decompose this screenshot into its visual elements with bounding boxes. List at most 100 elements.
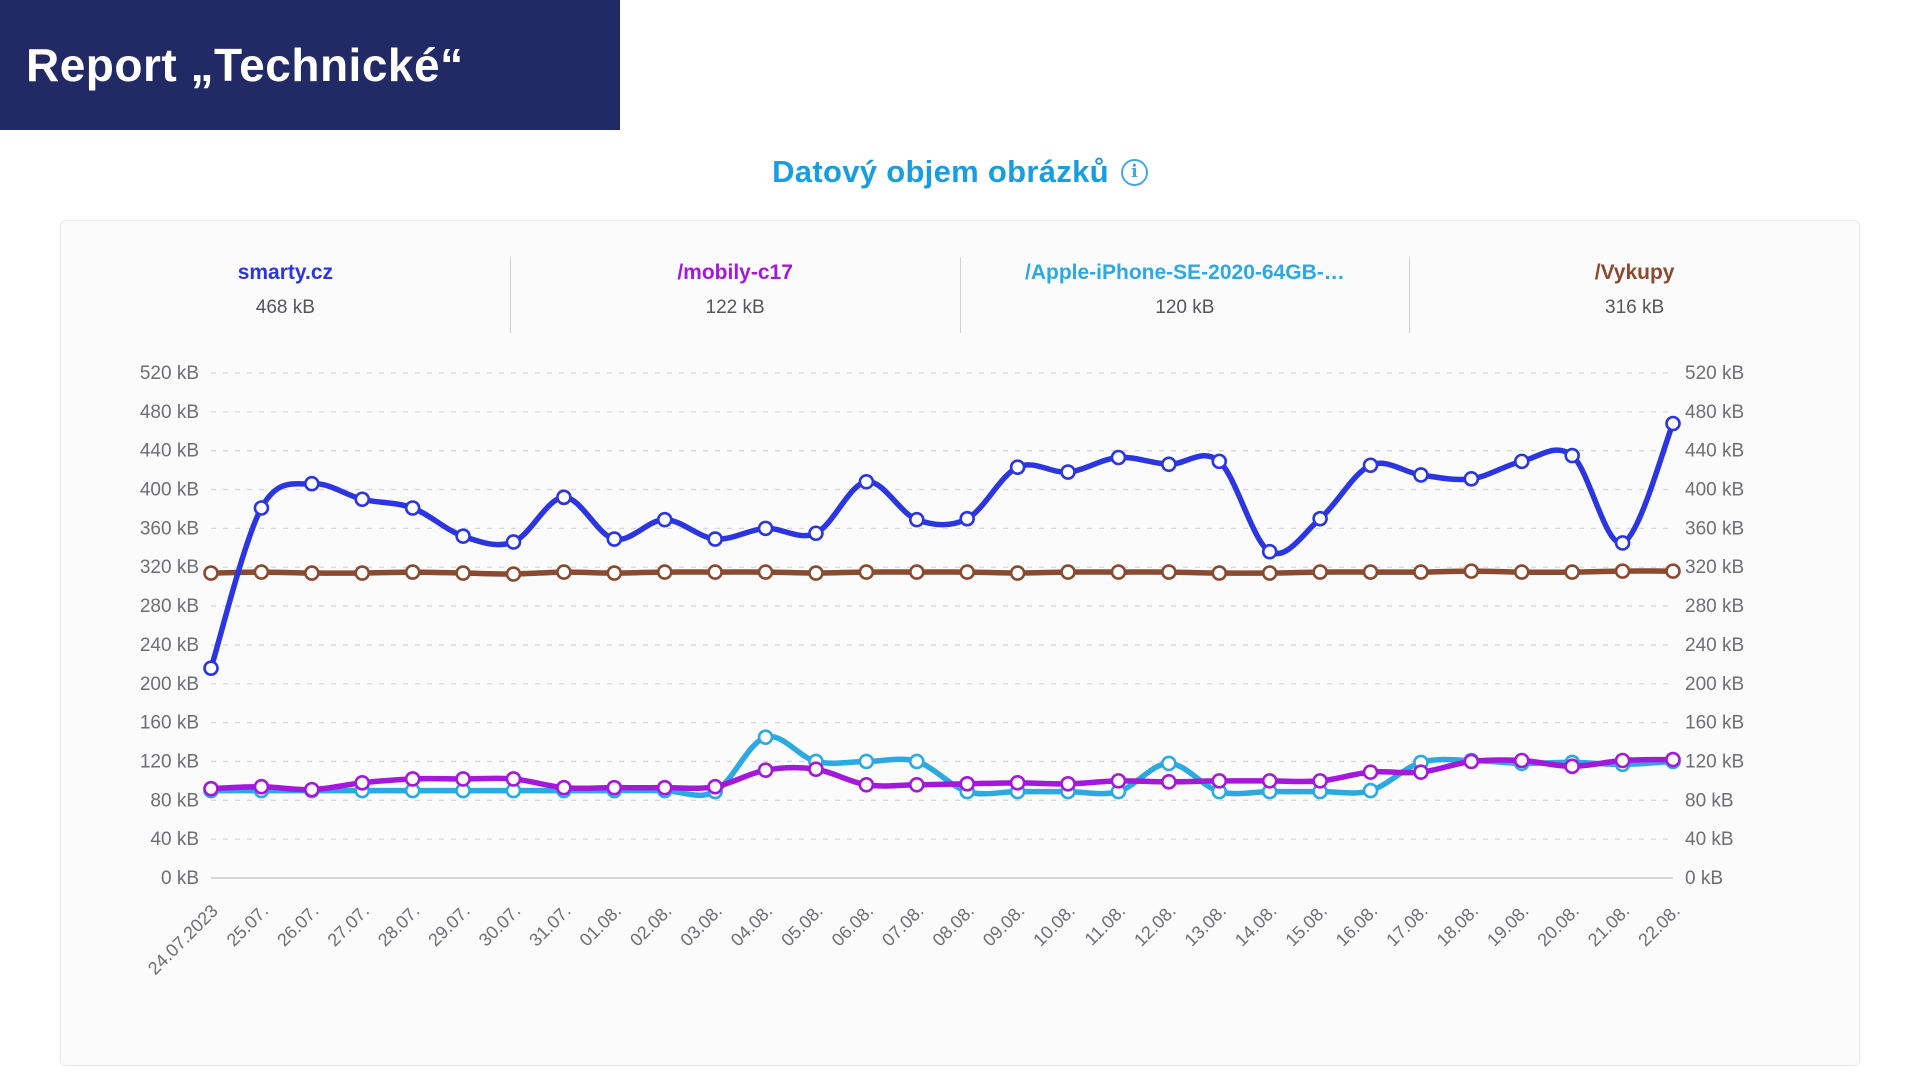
data-point-mobily-c17[interactable] [908,776,925,793]
data-point-vykupy[interactable] [1060,564,1076,580]
data-point-smarty-cz[interactable] [1614,535,1631,551]
data-point-smarty-cz[interactable] [304,475,320,492]
data-point-mobily-c17[interactable] [606,779,623,796]
data-point-mobily-c17[interactable] [1312,773,1328,789]
data-point-vykupy[interactable] [606,565,623,581]
data-point-apple-iphone-se-2020-64gb[interactable] [908,753,925,770]
data-point-mobily-c17[interactable] [505,771,522,787]
data-point-smarty-cz[interactable] [1161,456,1177,473]
data-point-vykupy[interactable] [203,565,219,581]
data-point-mobily-c17[interactable] [1161,774,1177,790]
data-point-smarty-cz[interactable] [656,511,673,528]
data-point-vykupy[interactable] [656,564,673,580]
data-point-vykupy[interactable] [253,564,270,580]
data-point-mobily-c17[interactable] [1463,753,1480,770]
data-point-mobily-c17[interactable] [354,775,371,791]
data-point-apple-iphone-se-2020-64gb[interactable] [858,753,875,770]
data-point-mobily-c17[interactable] [707,778,723,795]
data-point-vykupy[interactable] [556,564,572,580]
data-point-smarty-cz[interactable] [1110,449,1127,466]
data-point-smarty-cz[interactable] [1564,447,1580,464]
data-point-mobily-c17[interactable] [1413,764,1429,780]
data-point-mobily-c17[interactable] [556,779,572,796]
data-point-apple-iphone-se-2020-64gb[interactable] [757,729,774,745]
data-point-smarty-cz[interactable] [1261,543,1278,560]
data-point-vykupy[interactable] [404,564,421,580]
data-point-smarty-cz[interactable] [1009,459,1026,476]
data-point-smarty-cz[interactable] [606,531,623,547]
info-icon[interactable]: i [1120,158,1148,186]
data-point-smarty-cz[interactable] [203,660,219,677]
data-point-smarty-cz[interactable] [354,491,371,508]
data-point-mobily-c17[interactable] [808,761,824,778]
data-point-vykupy[interactable] [1665,563,1681,579]
data-point-vykupy[interactable] [1110,564,1127,580]
data-point-smarty-cz[interactable] [455,528,471,544]
data-point-smarty-cz[interactable] [1312,510,1328,527]
data-point-vykupy[interactable] [707,564,723,580]
data-point-mobily-c17[interactable] [1009,775,1026,791]
legend-item-vykupy[interactable]: /Vykupy 316 kB [1410,257,1859,333]
data-point-smarty-cz[interactable] [959,510,976,527]
data-point-vykupy[interactable] [757,564,774,580]
data-point-smarty-cz[interactable] [404,500,421,516]
data-point-vykupy[interactable] [1009,565,1026,581]
data-point-mobily-c17[interactable] [1110,773,1127,789]
data-point-mobily-c17[interactable] [959,775,976,792]
data-point-apple-iphone-se-2020-64gb[interactable] [1362,782,1379,799]
data-point-mobily-c17[interactable] [304,781,320,798]
data-point-vykupy[interactable] [959,564,976,580]
data-point-vykupy[interactable] [1211,565,1228,581]
data-point-vykupy[interactable] [808,565,824,581]
data-point-mobily-c17[interactable] [1564,758,1580,775]
data-point-mobily-c17[interactable] [455,771,471,787]
data-point-vykupy[interactable] [1161,564,1177,580]
data-point-smarty-cz[interactable] [1211,453,1228,470]
data-point-smarty-cz[interactable] [1362,457,1379,474]
data-point-smarty-cz[interactable] [1413,467,1429,483]
data-point-vykupy[interactable] [455,565,471,581]
data-point-smarty-cz[interactable] [908,511,925,528]
data-point-vykupy[interactable] [1614,563,1631,579]
data-point-smarty-cz[interactable] [1060,464,1076,480]
data-point-vykupy[interactable] [1513,564,1530,580]
data-point-mobily-c17[interactable] [757,762,774,779]
legend-item-smarty-cz[interactable]: smarty.cz 468 kB [61,257,511,333]
data-point-smarty-cz[interactable] [858,473,875,490]
legend-item-mobily-c17[interactable]: /mobily-c17 122 kB [511,257,961,333]
data-point-smarty-cz[interactable] [1665,415,1681,432]
data-point-vykupy[interactable] [304,565,320,581]
data-point-smarty-cz[interactable] [556,489,572,506]
data-point-smarty-cz[interactable] [253,500,270,516]
data-point-vykupy[interactable] [1261,565,1278,581]
data-point-vykupy[interactable] [1312,564,1328,580]
data-point-smarty-cz[interactable] [707,531,723,547]
data-point-smarty-cz[interactable] [757,520,774,537]
data-point-mobily-c17[interactable] [1060,775,1076,792]
data-point-mobily-c17[interactable] [1614,752,1631,769]
data-point-smarty-cz[interactable] [1513,453,1530,470]
data-point-vykupy[interactable] [1564,564,1580,580]
data-point-mobily-c17[interactable] [656,779,673,796]
data-point-mobily-c17[interactable] [203,780,219,797]
data-point-mobily-c17[interactable] [858,776,875,793]
data-point-mobily-c17[interactable] [404,771,421,787]
data-point-vykupy[interactable] [354,565,371,581]
data-point-smarty-cz[interactable] [808,525,824,542]
data-point-mobily-c17[interactable] [1513,752,1530,769]
data-point-mobily-c17[interactable] [1362,764,1379,780]
data-point-mobily-c17[interactable] [1261,773,1278,789]
data-point-smarty-cz[interactable] [505,534,522,550]
data-point-mobily-c17[interactable] [1211,773,1228,789]
data-point-mobily-c17[interactable] [1665,751,1681,768]
data-point-vykupy[interactable] [858,564,875,580]
data-point-smarty-cz[interactable] [1463,471,1480,487]
legend-item-apple-iphone-se-2020-64gb[interactable]: /Apple-iPhone-SE-2020-64GB-… 120 kB [961,257,1411,333]
data-point-vykupy[interactable] [505,566,522,582]
data-point-mobily-c17[interactable] [253,778,270,795]
data-point-vykupy[interactable] [1362,564,1379,580]
data-point-vykupy[interactable] [1413,564,1429,580]
data-point-apple-iphone-se-2020-64gb[interactable] [1161,755,1177,772]
data-point-vykupy[interactable] [1463,563,1480,579]
data-point-vykupy[interactable] [908,564,925,580]
